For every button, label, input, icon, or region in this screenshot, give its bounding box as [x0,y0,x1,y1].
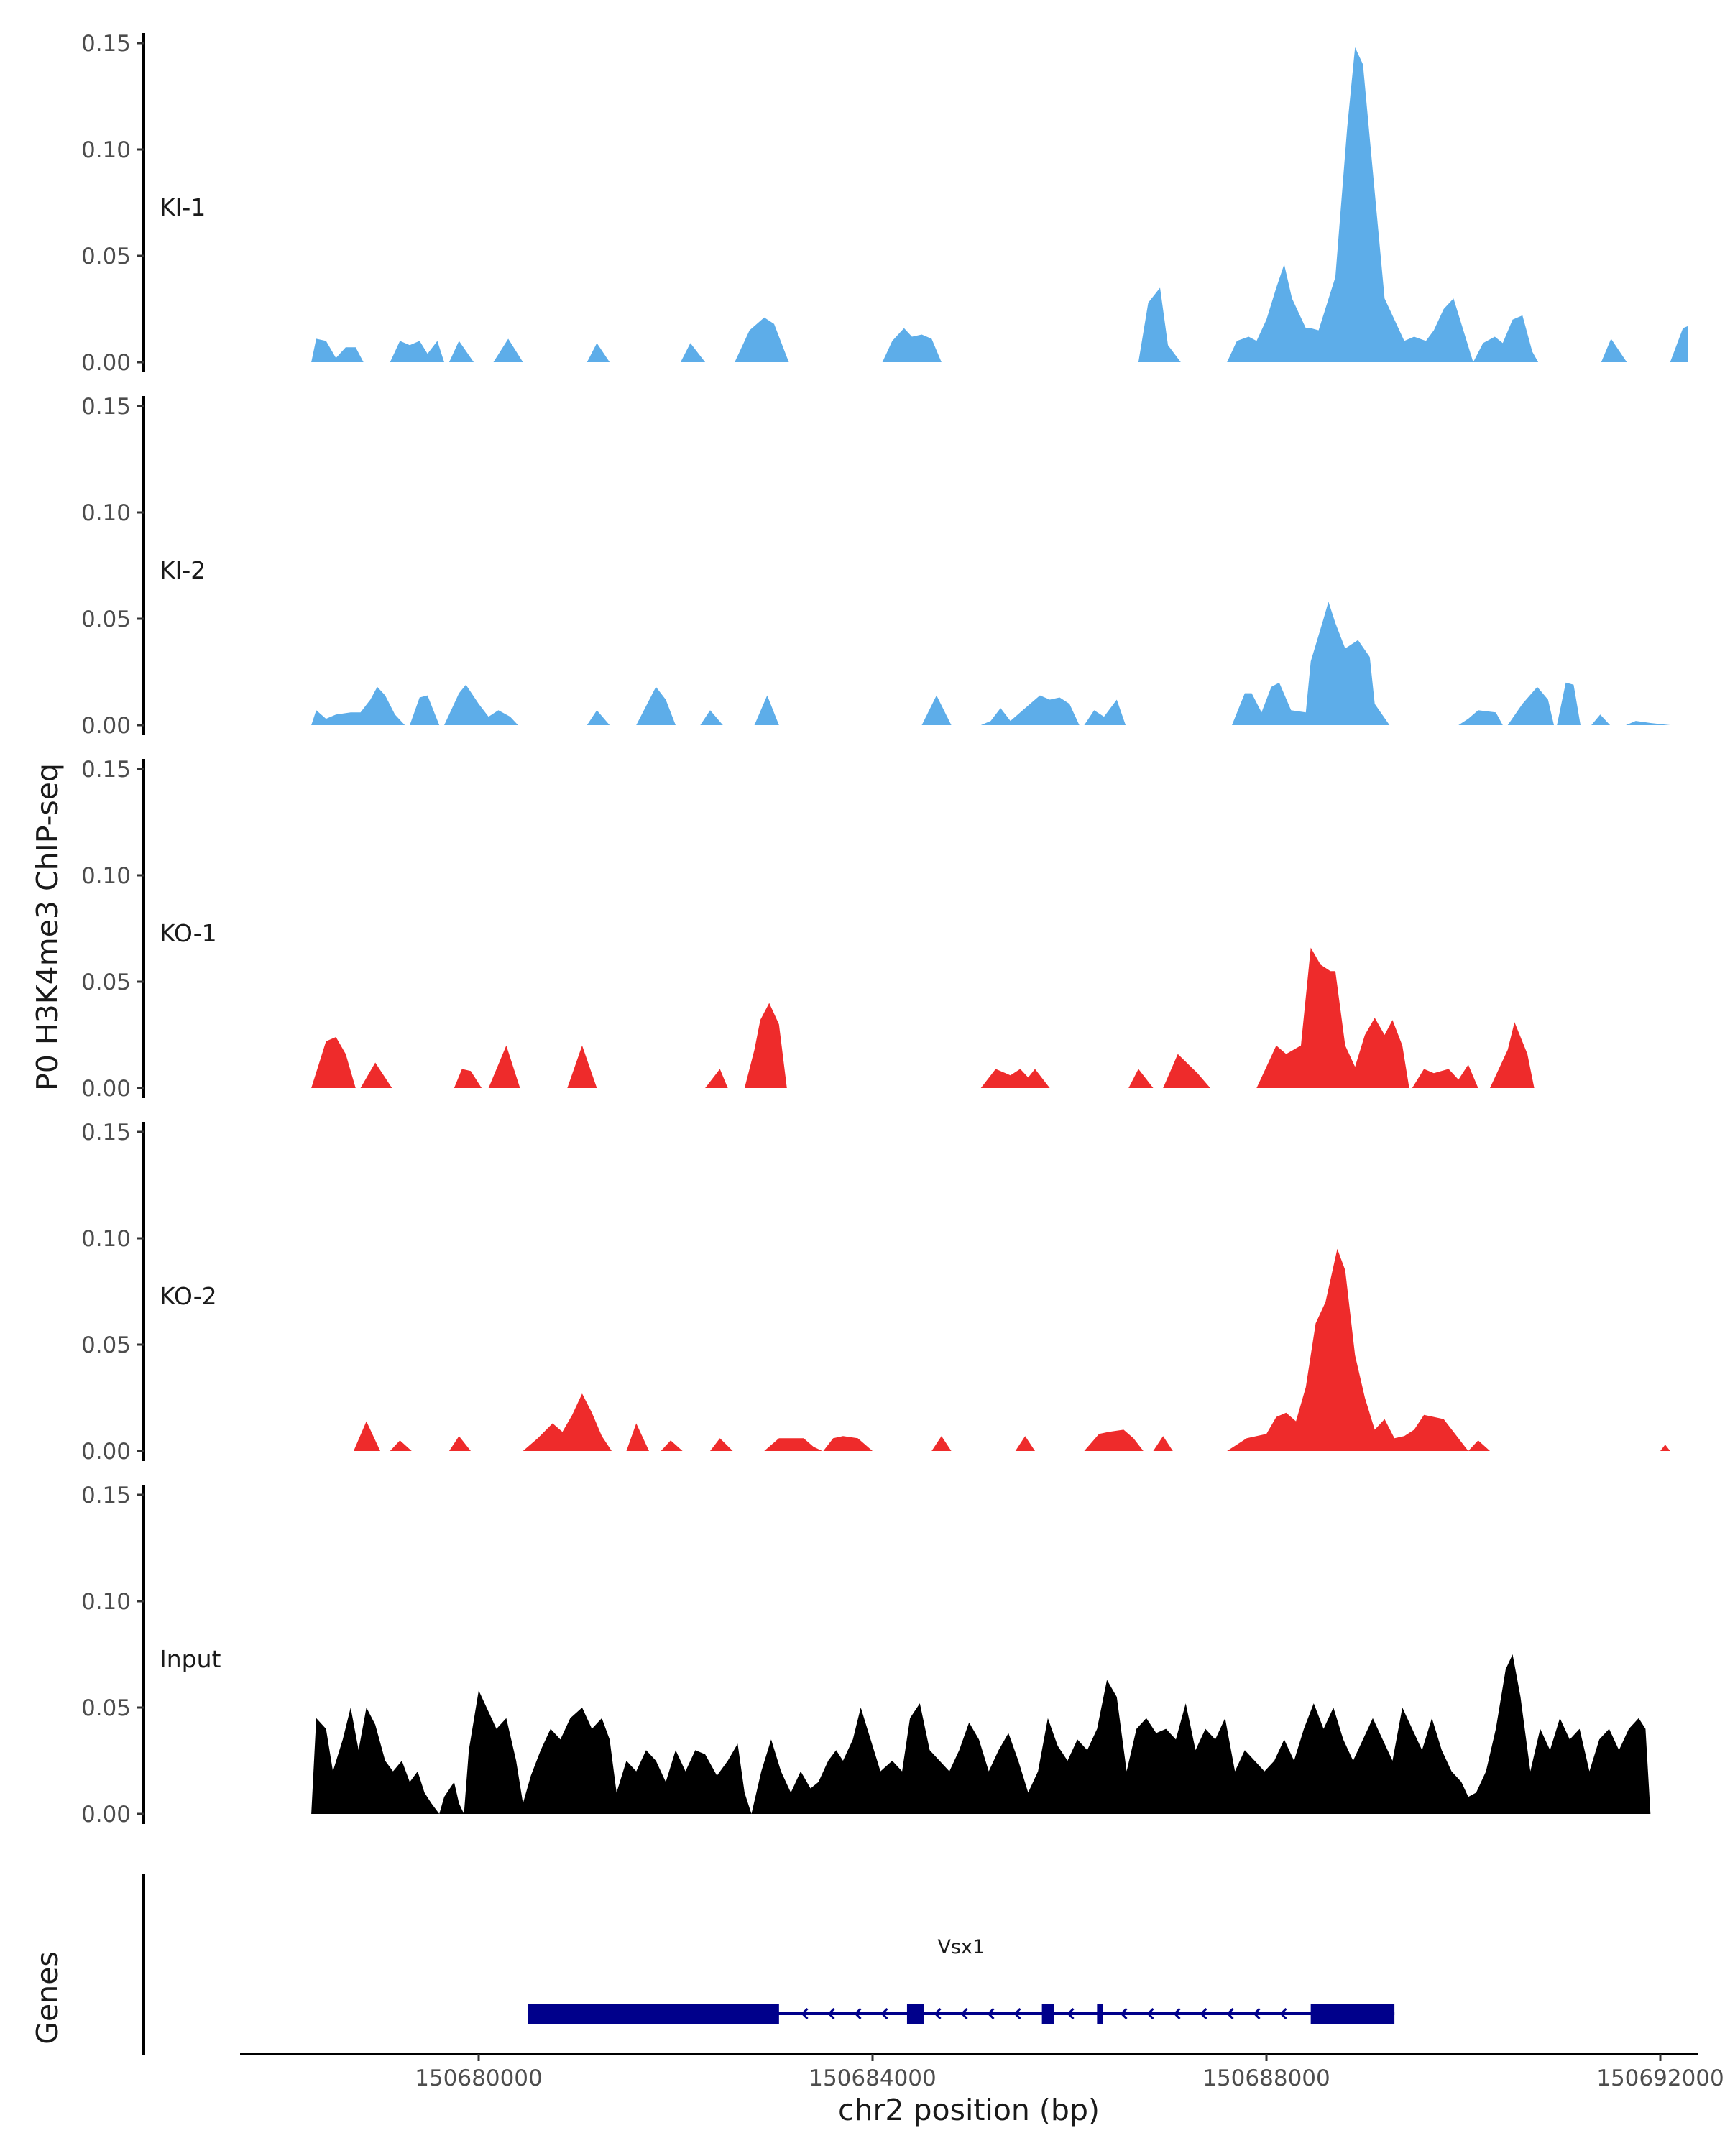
gene-vsx1: Vsx1 [528,1936,1395,2024]
strand-arrow [1200,2007,1208,2020]
x-tick-label: 150688000 [1202,2065,1330,2091]
y-tick-label: 0.15 [81,1120,131,1146]
y-tick-label: 0.00 [81,1802,131,1828]
track-ki-1: 0.00 0.05 0.10 0.15 KI-1 [81,31,1688,376]
y-tick-label: 0.05 [81,244,131,270]
strand-arrow [1173,2007,1181,2020]
coverage-area-input [311,1654,1651,1814]
y-tick-label: 0.00 [81,1439,131,1465]
coverage-area-ki-1 [311,47,1688,363]
strand-arrow [854,2007,862,2020]
strand-arrow [1253,2007,1261,2020]
x-axis-title: chr2 position (bp) [838,2093,1100,2127]
strand-arrow [827,2007,835,2020]
y-tick-label: 0.00 [81,350,131,376]
y-tick-label: 0.15 [81,31,131,57]
strand-arrow [987,2007,995,2020]
gene-exon [1310,2004,1395,2024]
x-tick-label: 150684000 [809,2065,937,2091]
strand-arrow [960,2007,968,2020]
x-axis: 150680000 150684000 150688000 150692000 [240,2053,1724,2091]
y-tick-label: 0.10 [81,1226,131,1252]
track-label: KI-2 [160,556,206,584]
coverage-area-ki-2 [311,602,1670,725]
strand-arrow [1146,2007,1154,2020]
y-tick-label: 0.05 [81,1695,131,1721]
coverage-area-ko-2 [354,1248,1670,1451]
y-tick-label: 0.00 [81,1076,131,1102]
track-label: KO-2 [160,1282,217,1310]
track-input: 0.00 0.05 0.10 0.15 Input [81,1483,1651,1828]
strand-arrow [934,2007,942,2020]
coverage-tracks: 0.00 0.05 0.10 0.15 KI-1 0.00 0.05 0.10 0.15 KI-2… [81,31,1688,1828]
track-label: KO-1 [160,919,217,947]
track-label: KI-1 [160,193,206,221]
strand-arrow [1279,2007,1287,2020]
y-tick-label: 0.10 [81,500,131,526]
y-tick-label: 0.05 [81,607,131,632]
genes-panel: Vsx1 [142,1874,1395,2055]
strand-arrow [1226,2007,1234,2020]
track-label: Input [160,1645,221,1673]
y-tick-label: 0.10 [81,137,131,163]
gene-label: Vsx1 [937,1936,985,1958]
y-tick-label: 0.00 [81,713,131,739]
y-tick-label: 0.15 [81,757,131,783]
track-ki-2: 0.00 0.05 0.10 0.15 KI-2 [81,394,1670,739]
gene-exon [1041,2004,1054,2024]
y-tick-label: 0.15 [81,394,131,420]
genes-axis-title: Genes [30,1951,65,2045]
strand-arrow [1120,2007,1128,2020]
track-ko-1: 0.00 0.05 0.10 0.15 KO-1 [81,757,1535,1102]
strand-arrow [880,2007,888,2020]
gene-exon [528,2004,779,2024]
y-tick-label: 0.10 [81,1589,131,1615]
y-tick-label: 0.10 [81,863,131,889]
strand-arrow [1067,2007,1075,2020]
track-ko-2: 0.00 0.05 0.10 0.15 KO-2 [81,1120,1670,1465]
y-tick-label: 0.05 [81,1332,131,1358]
gene-exon [1097,2004,1103,2024]
strand-arrow [1013,2007,1021,2020]
y-tick-label: 0.15 [81,1483,131,1508]
gene-exon [906,2004,924,2024]
y-tick-label: 0.05 [81,969,131,995]
x-tick-label: 150680000 [415,2065,543,2091]
x-tick-label: 150692000 [1596,2065,1724,2091]
y-axis-title: P0 H3K4me3 ChIP-seq [30,763,65,1091]
strand-arrow [801,2007,809,2020]
